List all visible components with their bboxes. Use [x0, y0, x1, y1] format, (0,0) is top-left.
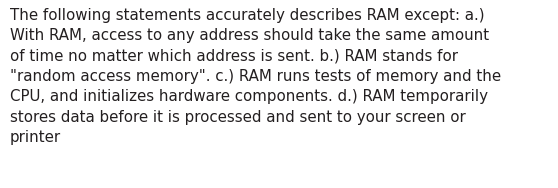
Text: The following statements accurately describes RAM except: a.)
With RAM, access t: The following statements accurately desc…: [10, 8, 501, 145]
